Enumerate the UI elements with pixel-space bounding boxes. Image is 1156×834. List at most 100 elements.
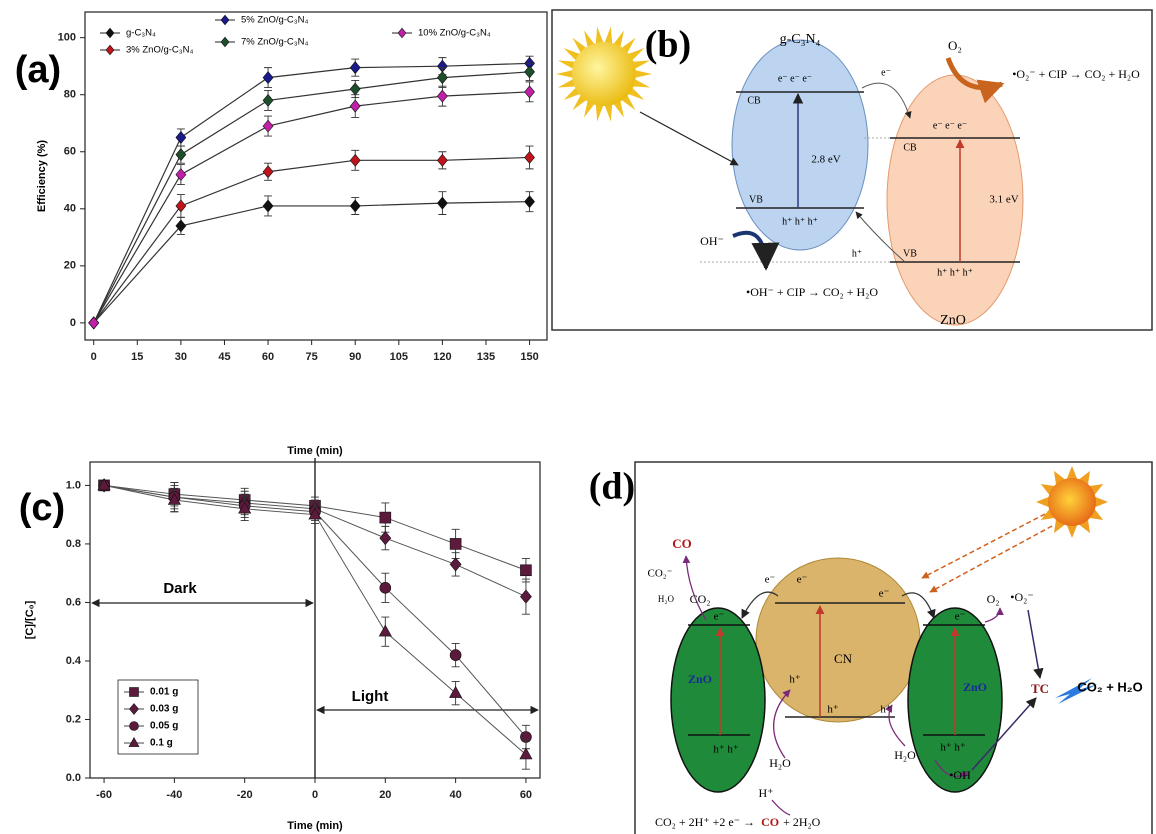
y-tick-label: 0.8 [66,538,81,550]
label: h⁺ h⁺ h⁺ [937,267,973,278]
marker [130,722,139,731]
panel-label: (d) [589,466,635,508]
marker [350,62,360,74]
marker [176,149,186,161]
legend-label: 10% ZnO/g-C₃N₄ [418,28,491,39]
hydroxyl-arrow [733,233,766,268]
label: ZnO [963,680,987,694]
x-tick-label: 75 [306,351,318,363]
sun-ray [596,105,603,122]
sun-ray [605,105,612,122]
x-tick-label: 135 [477,351,495,363]
label: •O₂⁻ + CIP → CO₂ + H₂O [1012,67,1140,81]
panel-d: (d) CO CO₂⁻ H₂O CO₂ e⁻ e⁻ e⁻ e⁻ e⁻ O₂ •O… [589,462,1152,834]
label: VB [903,248,917,259]
x-tick-label: 90 [349,351,361,363]
reduction-arrow [686,556,706,620]
x-tick-label: -60 [96,789,112,801]
label: VB [749,194,763,205]
zno-particle [671,608,765,792]
label: h⁺ [827,704,839,716]
x-tick-label: 60 [520,789,532,801]
equation-part: + 2H₂O [783,815,821,829]
label: h⁺ [880,704,892,716]
x-tick-label: 150 [520,351,538,363]
y-axis-label: Efficiency (%) [36,140,48,212]
equation-part: CO [761,815,779,829]
series-line [94,157,530,322]
marker [106,45,114,55]
equation: CO₂ + 2H⁺ +2 e⁻ →CO+ 2H₂O [655,815,821,829]
marker [263,166,273,178]
y-tick-label: 1.0 [66,479,81,491]
label: CO₂⁻ [648,568,673,580]
marker [525,86,535,98]
sun-disc [1048,478,1096,526]
marker [450,538,461,549]
label: O₂ [987,592,1000,606]
label: H₂O [894,748,916,762]
radical-arrow [1028,610,1040,678]
y-tick-label: 80 [64,89,76,101]
marker [263,72,273,84]
x-tick-label: -40 [166,789,182,801]
marker [263,200,273,212]
x-tick-label: 30 [175,351,187,363]
marker [525,66,535,78]
label: e⁻ [765,574,776,586]
light-arrow [640,112,738,165]
label: H₂O [658,594,675,604]
label: 3.1 eV [989,194,1018,206]
marker [398,28,406,38]
marker [379,625,391,636]
label: CO₂ [690,592,711,606]
page: {"chart_data": [ {"type": "line", "panel… [0,0,1156,834]
label: e⁻ [797,574,808,586]
label: OH⁻ [700,234,724,248]
sun-ray [605,26,612,43]
label: 2.8 eV [811,154,840,166]
marker [450,650,461,661]
y-tick-label: 0.4 [66,655,82,667]
label: H₂O [769,756,791,770]
marker [130,688,139,697]
marker [221,15,229,25]
legend-label: 0.03 g [150,704,178,715]
marker [350,154,360,166]
marker [350,100,360,112]
chart: (c)0.00.20.40.60.81.0-60-40-200204060[C]… [19,445,540,832]
x-axis-label: Time (min) [287,820,343,832]
label: CO [672,536,692,551]
label: ZnO [688,672,712,686]
panel-label: (a) [15,49,61,91]
series-line [94,92,530,323]
marker [437,197,447,209]
sun-disc [572,42,636,106]
legend-label: 5% ZnO/g-C₃N₄ [241,15,309,26]
x-tick-label: 15 [131,351,143,363]
sun-ray [596,26,603,43]
x-tick-label: 60 [262,351,274,363]
marker [106,28,114,38]
legend-label: g-C₃N₄ [126,28,156,39]
annotation: Dark [163,580,197,597]
sun [1036,466,1108,538]
marker [380,531,391,544]
y-tick-label: 100 [58,32,76,44]
sun-ray [636,70,652,77]
label: h⁺ h⁺ [713,744,739,756]
sun [556,26,652,121]
legend-label: 0.1 g [150,738,173,749]
marker [520,590,531,603]
label: h⁺ h⁺ h⁺ [782,216,818,227]
label: e⁻ e⁻ e⁻ [778,73,812,84]
y-tick-label: 0.6 [66,596,81,608]
x-tick-label: 120 [433,351,451,363]
label: TC [1031,681,1049,696]
plot-frame [85,12,547,340]
x-tick-label: 105 [390,351,408,363]
y-tick-label: 0 [70,317,76,329]
marker [263,94,273,106]
marker [380,512,391,523]
